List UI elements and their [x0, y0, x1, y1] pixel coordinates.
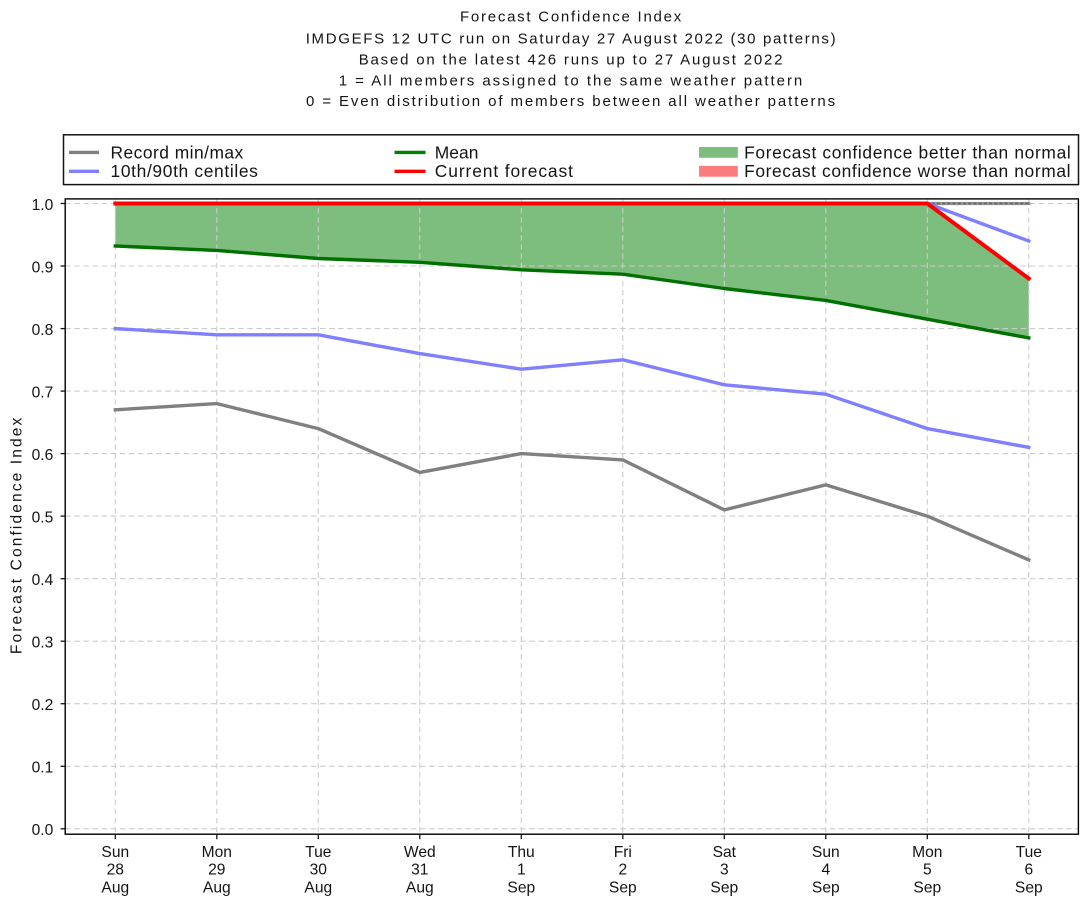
- svg-text:Forecast Confidence Index: Forecast Confidence Index: [460, 9, 683, 26]
- svg-text:0.9: 0.9: [32, 259, 54, 276]
- svg-text:Sep: Sep: [710, 879, 738, 896]
- svg-text:0.2: 0.2: [32, 697, 54, 714]
- svg-text:1 = All members assigned to th: 1 = All members assigned to the same wea…: [339, 72, 805, 89]
- svg-text:Fri: Fri: [614, 844, 632, 861]
- svg-text:Thu: Thu: [508, 844, 535, 861]
- svg-text:Aug: Aug: [101, 879, 129, 896]
- svg-text:Sep: Sep: [1015, 879, 1043, 896]
- svg-text:Sun: Sun: [812, 844, 840, 861]
- svg-text:Based on the latest 426 runs u: Based on the latest 426 runs up to 27 Au…: [359, 51, 785, 68]
- svg-text:Mon: Mon: [912, 844, 942, 861]
- svg-text:10th/90th centiles: 10th/90th centiles: [111, 161, 259, 181]
- svg-text:1.0: 1.0: [32, 197, 54, 214]
- svg-text:Tue: Tue: [1016, 844, 1042, 861]
- svg-text:0.0: 0.0: [32, 822, 54, 839]
- svg-text:6: 6: [1024, 862, 1033, 879]
- svg-text:4: 4: [821, 862, 830, 879]
- svg-text:Mon: Mon: [202, 844, 232, 861]
- svg-text:IMDGEFS 12 UTC run on Saturday: IMDGEFS 12 UTC run on Saturday 27 August…: [306, 31, 838, 48]
- svg-text:Mean: Mean: [435, 142, 479, 162]
- svg-text:Sep: Sep: [507, 879, 535, 896]
- svg-text:0.5: 0.5: [32, 509, 54, 526]
- svg-text:Wed: Wed: [404, 844, 436, 861]
- svg-text:1: 1: [517, 862, 526, 879]
- svg-text:Sep: Sep: [609, 879, 637, 896]
- svg-text:0.7: 0.7: [32, 384, 54, 401]
- svg-text:31: 31: [411, 862, 428, 879]
- svg-text:3: 3: [720, 862, 729, 879]
- svg-text:Sep: Sep: [812, 879, 840, 896]
- svg-text:Aug: Aug: [203, 879, 231, 896]
- svg-text:30: 30: [310, 862, 328, 879]
- svg-text:0.6: 0.6: [32, 447, 54, 464]
- svg-text:0.3: 0.3: [32, 635, 54, 652]
- svg-text:28: 28: [107, 862, 124, 879]
- svg-text:Record min/max: Record min/max: [111, 142, 244, 162]
- svg-text:0.4: 0.4: [32, 572, 54, 589]
- svg-text:Sun: Sun: [101, 844, 129, 861]
- svg-text:Sat: Sat: [713, 844, 737, 861]
- svg-text:2: 2: [618, 862, 627, 879]
- svg-text:Forecast confidence worse than: Forecast confidence worse than normal: [744, 161, 1071, 181]
- svg-text:Forecast Confidence Index: Forecast Confidence Index: [9, 416, 26, 655]
- svg-text:5: 5: [923, 862, 932, 879]
- svg-text:0.1: 0.1: [32, 760, 54, 777]
- svg-text:Sep: Sep: [913, 879, 941, 896]
- svg-text:29: 29: [208, 862, 225, 879]
- svg-text:0.8: 0.8: [32, 322, 54, 339]
- svg-text:Current forecast: Current forecast: [435, 161, 574, 181]
- svg-text:Aug: Aug: [406, 879, 434, 896]
- svg-text:Aug: Aug: [304, 879, 332, 896]
- svg-text:Tue: Tue: [305, 844, 331, 861]
- svg-text:0 = Even distribution of membe: 0 = Even distribution of members between…: [306, 93, 837, 110]
- svg-text:Forecast confidence better tha: Forecast confidence better than normal: [744, 142, 1071, 162]
